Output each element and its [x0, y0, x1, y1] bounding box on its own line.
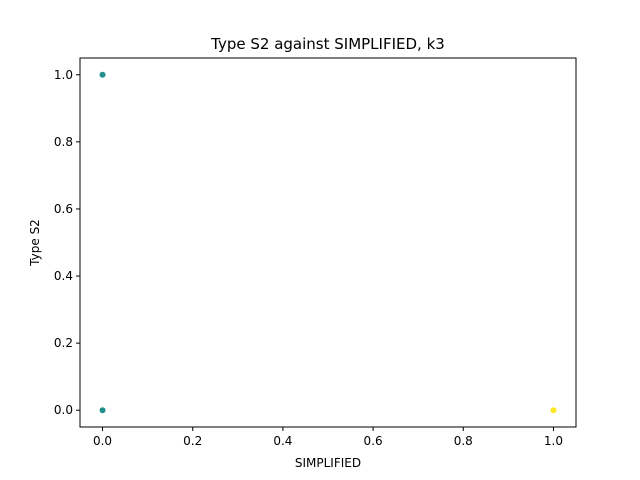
- y-axis-label: Type S2: [28, 219, 42, 267]
- x-tick-label: 0.6: [364, 434, 383, 448]
- x-tick-label: 0.8: [454, 434, 473, 448]
- y-tick-label: 0.4: [54, 269, 73, 283]
- plot-area-frame: [79, 57, 577, 428]
- y-tick-label: 0.0: [54, 403, 73, 417]
- data-point: [99, 407, 106, 414]
- x-tick-label: 0.0: [93, 434, 112, 448]
- y-axis: 0.0 0.2 0.4 0.6 0.8 1.0: [54, 68, 80, 417]
- x-tick-label: 1.0: [544, 434, 563, 448]
- data-point: [550, 407, 557, 414]
- x-tick-label: 0.2: [183, 434, 202, 448]
- y-tick-label: 0.2: [54, 336, 73, 350]
- x-tick-label: 0.4: [273, 434, 292, 448]
- data-points: [99, 71, 557, 414]
- y-tick-label: 1.0: [54, 68, 73, 82]
- x-axis-label: SIMPLIFIED: [295, 456, 361, 470]
- y-tick-label: 0.8: [54, 135, 73, 149]
- y-tick-label: 0.6: [54, 202, 73, 216]
- x-axis: 0.0 0.2 0.4 0.6 0.8 1.0: [93, 427, 563, 448]
- data-point: [99, 71, 106, 78]
- chart-title: Type S2 against SIMPLIFIED, k3: [210, 35, 445, 53]
